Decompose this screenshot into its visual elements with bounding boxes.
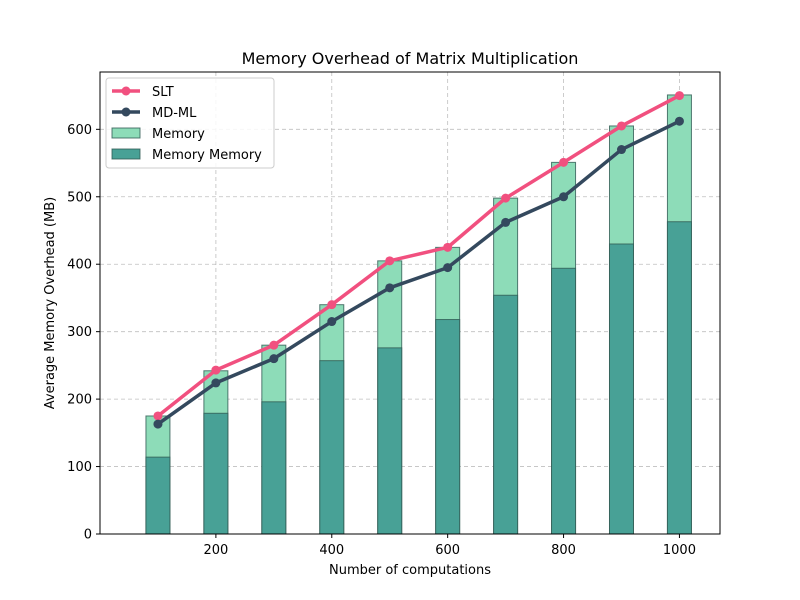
legend-label: MD-ML <box>152 106 197 121</box>
series-line-md-ml <box>156 119 681 426</box>
series-point-slt <box>327 300 337 310</box>
legend: SLT MD-ML Memory Memory Memory <box>105 77 275 169</box>
bar-memory-memory <box>145 456 171 535</box>
x-tick-label: 600 <box>435 543 460 558</box>
bar-memory-memory <box>608 243 634 535</box>
bar-memory-memory <box>377 347 403 535</box>
bar-memory-memory <box>319 360 345 535</box>
series-point-md-ml <box>153 419 163 429</box>
y-axis-ticks: 0 100 200 300 400 500 600 <box>67 123 100 543</box>
y-tick-label: 400 <box>67 258 92 273</box>
series-point-slt <box>211 365 221 375</box>
y-tick-label: 100 <box>67 460 92 475</box>
series-point-slt <box>559 157 569 167</box>
series-point-md-ml <box>674 116 684 126</box>
legend-box <box>105 77 275 169</box>
series-point-slt <box>501 193 511 203</box>
legend-marker <box>121 86 131 96</box>
y-tick-label: 500 <box>67 190 92 205</box>
series-point-slt <box>153 411 163 421</box>
series-point-slt <box>269 340 279 350</box>
series-point-slt <box>385 256 395 266</box>
y-tick-label: 0 <box>84 528 92 543</box>
series-point-md-ml <box>616 145 626 155</box>
series-line-slt <box>156 94 681 418</box>
bar-memory-memory <box>666 221 692 535</box>
chart-title: Memory Overhead of Matrix Multiplication <box>242 49 579 68</box>
series-point-slt <box>616 121 626 131</box>
legend-label: SLT <box>152 85 174 100</box>
lines <box>153 91 684 429</box>
x-axis-label: Number of computations <box>329 563 491 578</box>
y-tick-label: 600 <box>67 123 92 138</box>
y-tick-label: 200 <box>67 393 92 408</box>
series-point-md-ml <box>211 378 221 388</box>
series-point-md-ml <box>443 263 453 273</box>
series-point-slt <box>443 242 453 252</box>
x-tick-label: 800 <box>551 543 576 558</box>
legend-label: Memory <box>152 127 205 142</box>
legend-label: Memory Memory <box>152 148 262 163</box>
bar-memory-memory <box>551 267 577 535</box>
plot-frame <box>99 71 721 535</box>
x-tick-label: 200 <box>203 543 228 558</box>
series-point-md-ml <box>385 283 395 293</box>
series-point-md-ml <box>559 192 569 202</box>
bar-memory-memory <box>493 294 519 535</box>
bar-memory-memory <box>261 401 287 535</box>
x-axis-ticks: 200 400 600 800 1000 <box>203 534 696 558</box>
bar-memory-memory <box>203 412 229 535</box>
x-tick-label: 400 <box>319 543 344 558</box>
series-point-md-ml <box>501 217 511 227</box>
x-tick-label: 1000 <box>663 543 696 558</box>
series-point-md-ml <box>327 317 337 327</box>
y-tick-label: 300 <box>67 325 92 340</box>
y-axis-label: Average Memory Overhead (MB) <box>43 197 58 409</box>
legend-bar-swatch <box>111 148 141 160</box>
legend-marker <box>121 107 131 117</box>
bar-memory-memory <box>435 319 461 535</box>
legend-bar-swatch <box>111 127 141 139</box>
series-point-md-ml <box>269 354 279 364</box>
series-point-slt <box>674 91 684 101</box>
